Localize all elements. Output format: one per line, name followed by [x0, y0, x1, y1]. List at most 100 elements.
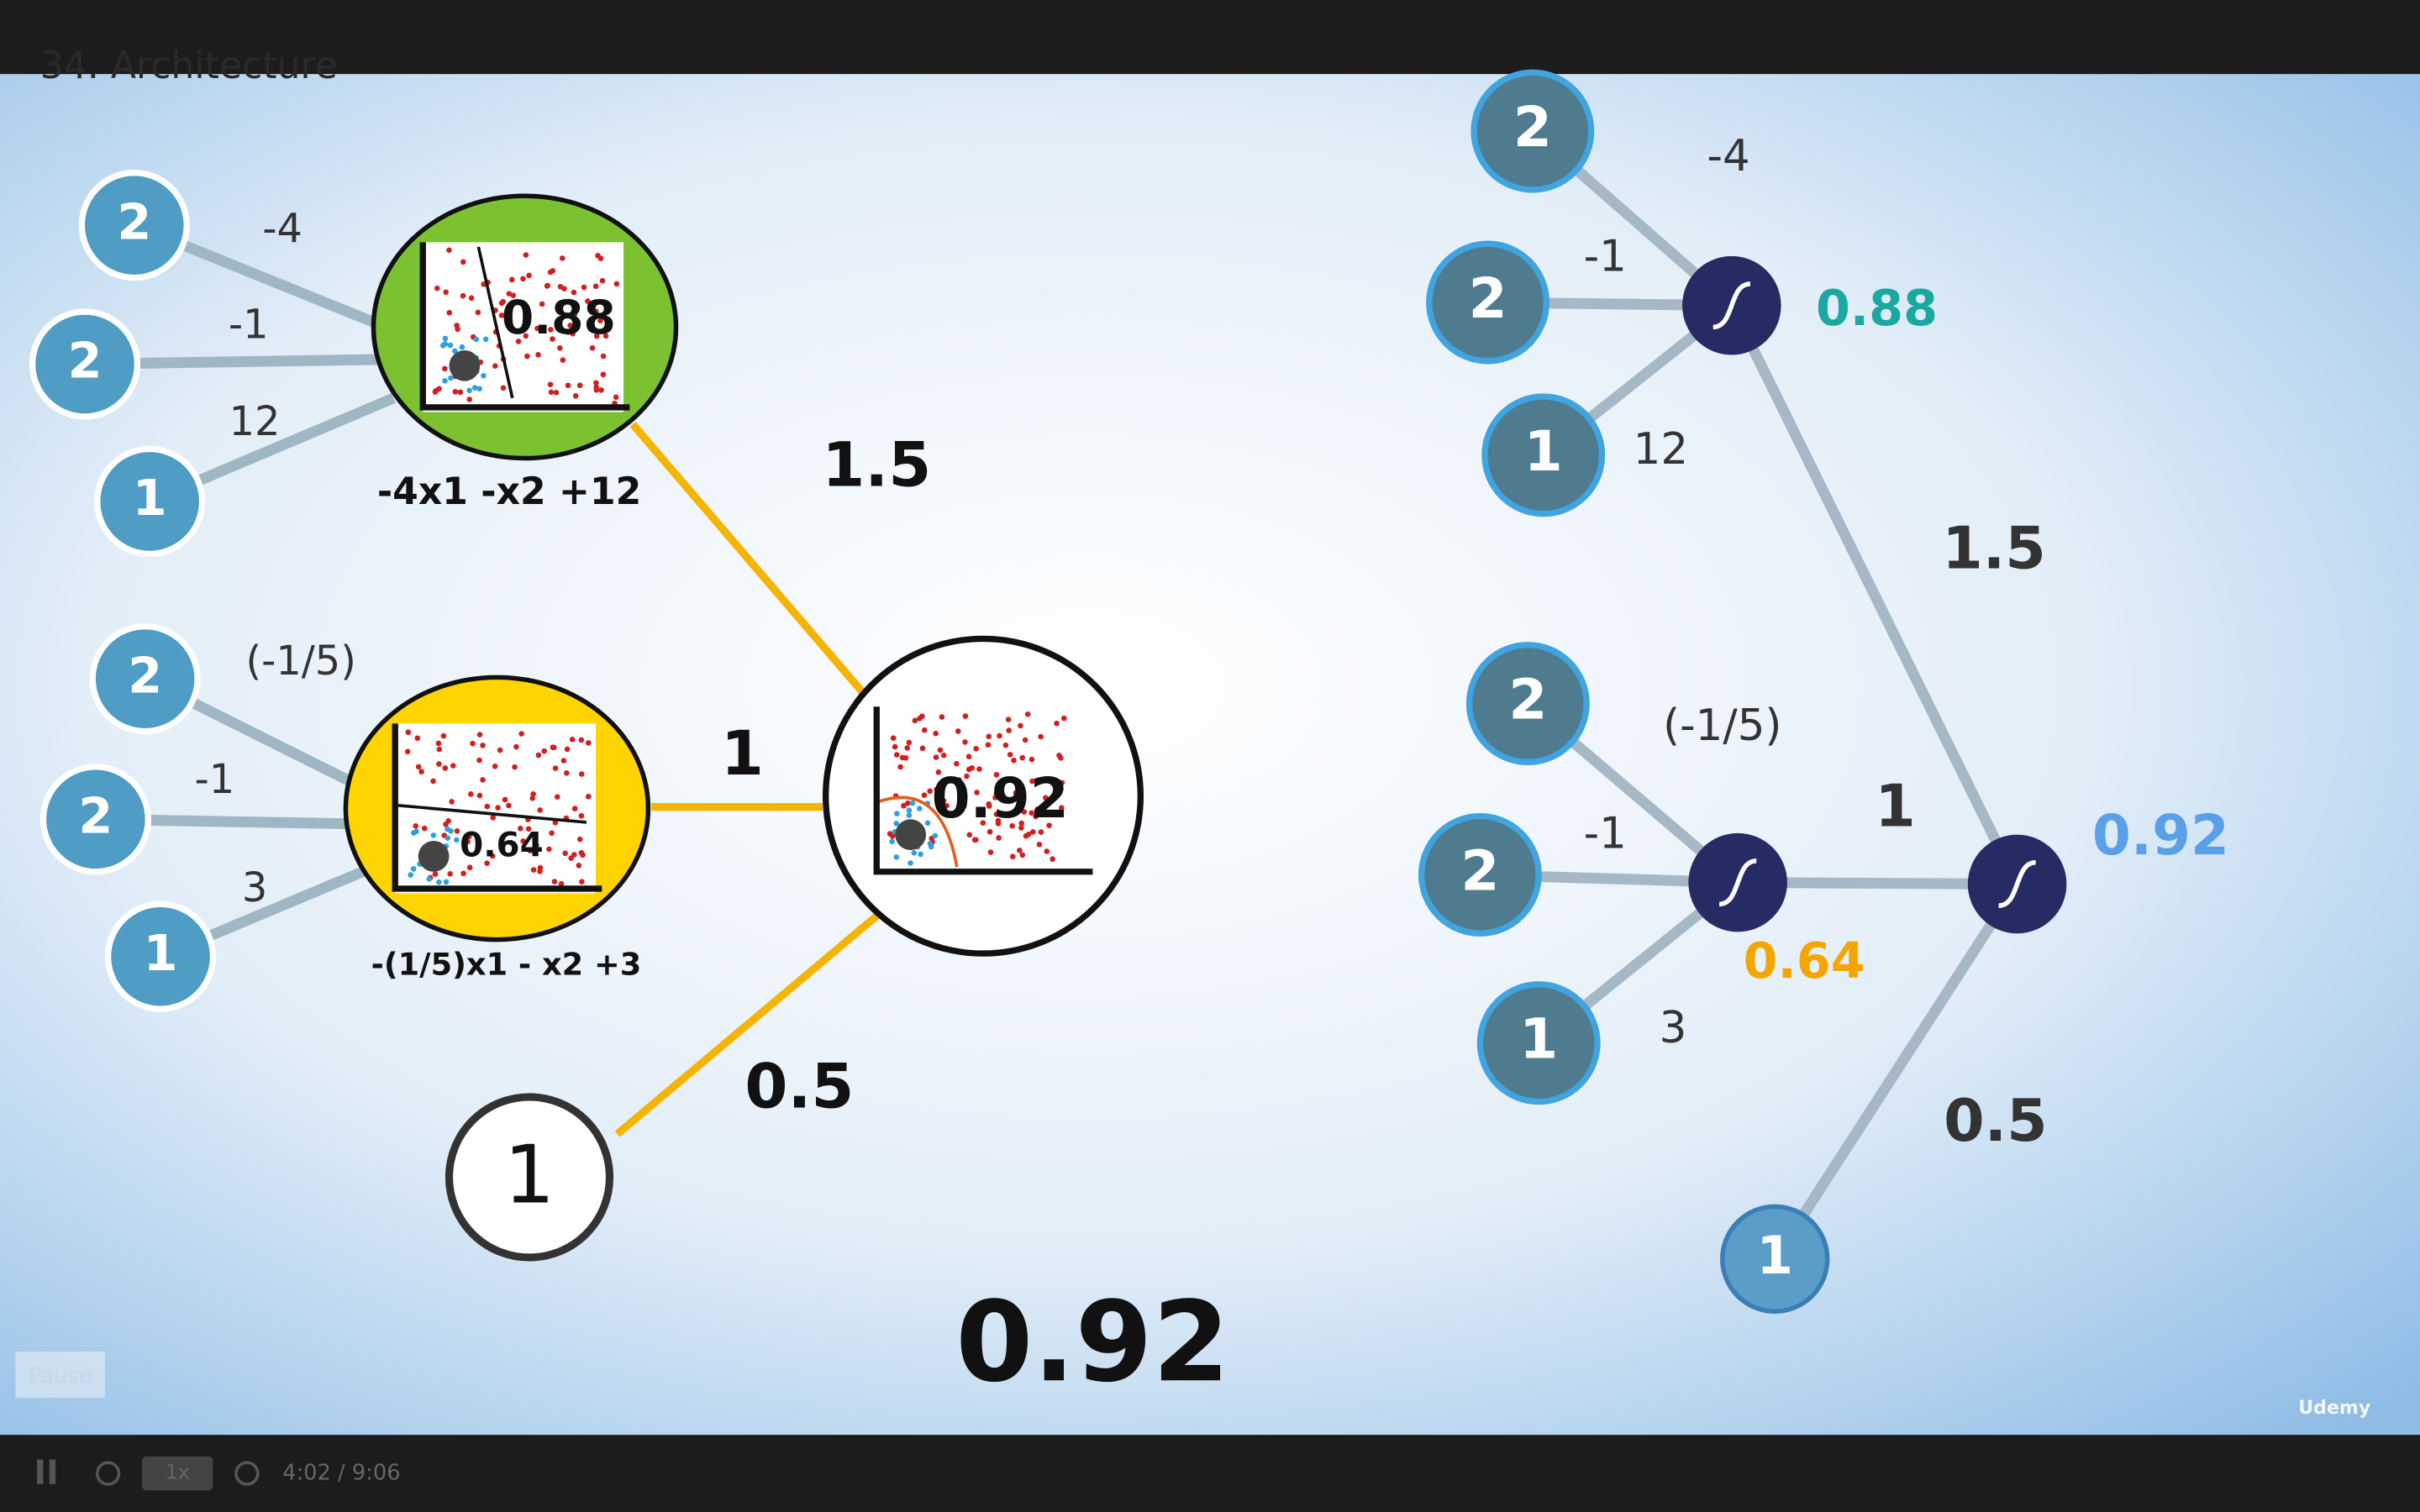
red-point [986, 733, 992, 740]
red-point [520, 276, 526, 282]
input-label: 1 [133, 469, 167, 527]
red-point [1021, 809, 1028, 815]
forward[interactable] [234, 1461, 260, 1486]
input-label: 1 [1519, 1007, 1558, 1072]
input-node [1418, 812, 1542, 937]
red-point [556, 319, 563, 325]
red-point [1050, 793, 1057, 800]
red-point [512, 848, 518, 854]
red-point [442, 765, 449, 771]
red-point [436, 386, 442, 392]
red-point [445, 818, 451, 824]
red-point [940, 798, 947, 804]
red-point [508, 839, 514, 846]
time: 4:02 / 9:06 [282, 1461, 400, 1486]
red-point [557, 283, 564, 290]
red-point [1015, 785, 1021, 791]
red-point [1002, 742, 1009, 748]
input-label: 2 [128, 646, 162, 704]
red-point [526, 272, 532, 279]
blue-point [927, 840, 934, 847]
blue-point [918, 851, 923, 858]
red-point [955, 728, 961, 734]
red-point [1013, 790, 1019, 796]
red-point [435, 740, 442, 747]
output-weight: 0.5 [1944, 1087, 2048, 1155]
red-point [980, 820, 986, 826]
red-point [613, 394, 619, 401]
red-point [449, 799, 455, 805]
red-point [544, 282, 550, 289]
pause-tooltip: Pause [29, 1363, 92, 1389]
red-point [593, 380, 599, 386]
pause-bar [49, 1459, 56, 1484]
weight-label: 3 [242, 865, 267, 911]
output-weight: 0.5 [744, 1052, 854, 1123]
pause-tooltip-bg [15, 1351, 105, 1399]
red-point [432, 871, 439, 877]
red-point [565, 382, 571, 389]
lecture-title: 34. Architecture [40, 45, 338, 87]
red-point [558, 880, 565, 887]
output-weight: 1.5 [822, 429, 931, 501]
red-point [921, 792, 928, 799]
red-point [466, 833, 472, 840]
red-point [581, 284, 587, 291]
red-point [546, 846, 552, 853]
red-point [602, 333, 609, 339]
sigmoid-icon [1718, 858, 1757, 907]
red-point [470, 740, 476, 747]
red-point [564, 746, 571, 753]
red-point [571, 806, 578, 811]
red-point [996, 793, 1002, 799]
output-value: 0.92 [932, 766, 1069, 831]
red-point [937, 747, 944, 753]
blue-point [448, 375, 454, 381]
red-point [550, 744, 557, 751]
blue-point [906, 812, 913, 818]
red-point [917, 716, 923, 722]
red-point [578, 771, 585, 777]
red-point [523, 252, 529, 258]
weight-label: 3 [1660, 1003, 1687, 1053]
red-point [530, 867, 537, 873]
red-point [529, 795, 536, 801]
red-point [1033, 813, 1039, 820]
equation: -4x1 -x2 +12 [377, 470, 641, 513]
red-point [1023, 832, 1029, 839]
edge [614, 910, 882, 1137]
red-point [940, 752, 947, 759]
input-label: 2 [78, 786, 113, 844]
speed-button[interactable] [141, 1456, 213, 1491]
sigmoid-icon [1998, 859, 2037, 908]
red-point [506, 291, 513, 297]
red-point [547, 381, 554, 388]
red-point [405, 729, 412, 736]
red-point [962, 739, 968, 745]
red-point [995, 821, 1002, 827]
bias-label: 1 [504, 1127, 555, 1221]
weight-label: -1 [229, 302, 269, 348]
red-point [447, 871, 453, 877]
input-node [1426, 240, 1550, 365]
red-point [1046, 822, 1052, 828]
rewind[interactable] [95, 1461, 121, 1486]
blue-point [459, 344, 466, 350]
red-point [1060, 715, 1067, 722]
input-node [39, 764, 151, 875]
red-point [480, 743, 486, 748]
red-point [965, 753, 972, 760]
red-point [1038, 806, 1044, 811]
red-point [600, 371, 607, 378]
blue-point [893, 821, 900, 827]
red-point [886, 831, 893, 837]
red-point [550, 336, 555, 342]
red-point [599, 277, 606, 284]
red-point [550, 268, 556, 274]
left-diagram: 2 -4 2 -1 1 12 0.88 -4x1 -x2 +12 2 (-1/5) 2 -1 1 3 0.6… [29, 170, 1230, 1407]
blue-point [447, 342, 454, 349]
weight-label: (-1/5) [245, 638, 355, 685]
blue-point [408, 872, 413, 878]
input-label: 2 [1513, 95, 1552, 160]
